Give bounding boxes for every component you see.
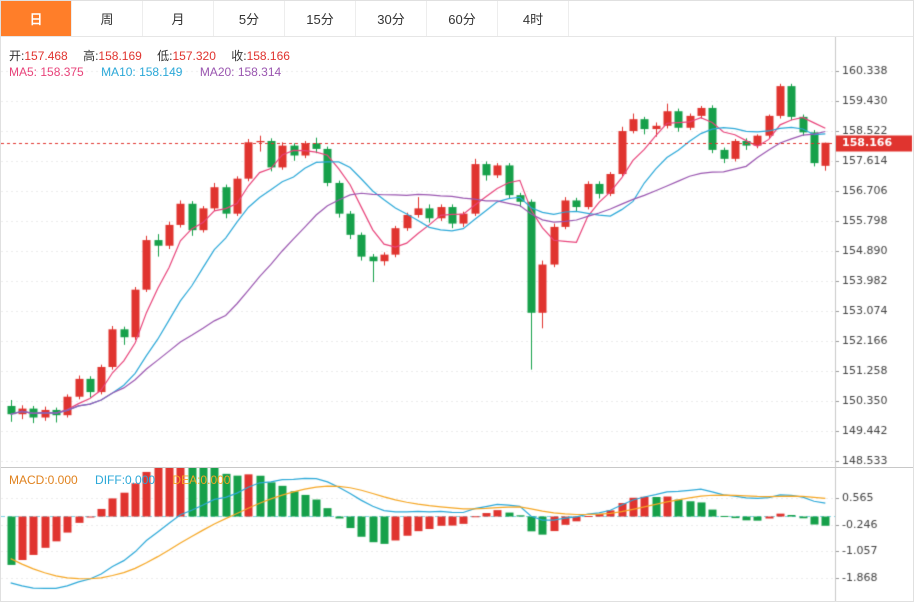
high-label: 高: bbox=[83, 49, 99, 63]
close-value: 158.166 bbox=[246, 49, 290, 63]
low-value: 157.320 bbox=[172, 49, 216, 63]
tab-4hour[interactable]: 4时 bbox=[498, 1, 569, 36]
ohlc-readout: 开:157.468 高:158.169 低:157.320 收:158.166 bbox=[9, 47, 302, 64]
main-price-chart[interactable] bbox=[1, 37, 913, 467]
tab-month[interactable]: 月 bbox=[143, 1, 214, 36]
panel-divider bbox=[1, 467, 913, 468]
ma10-readout: MA10: 158.149 bbox=[101, 65, 183, 79]
tab-5min[interactable]: 5分 bbox=[214, 1, 285, 36]
interval-tabbar: 日周月 5分 15分 30分 60分 4时 bbox=[1, 1, 913, 37]
macd-value: MACD:0.000 bbox=[9, 473, 78, 487]
tab-week[interactable]: 周 bbox=[72, 1, 143, 36]
ma20-readout: MA20: 158.314 bbox=[199, 65, 282, 79]
ma5-readout: MA5: 158.375 bbox=[9, 65, 84, 79]
tab-15min[interactable]: 15分 bbox=[285, 1, 356, 36]
tab-60min[interactable]: 60分 bbox=[427, 1, 498, 36]
tab-day[interactable]: 日 bbox=[1, 1, 72, 36]
tab-30min[interactable]: 30分 bbox=[356, 1, 427, 36]
macd-chart[interactable] bbox=[1, 468, 913, 601]
macd-readout: MACD:0.000 DIFF:0.000 DEA:0.000 bbox=[9, 473, 244, 487]
open-label: 开: bbox=[9, 49, 25, 63]
close-label: 收: bbox=[231, 49, 247, 63]
low-label: 低: bbox=[157, 49, 173, 63]
open-value: 157.468 bbox=[24, 49, 68, 63]
high-value: 158.169 bbox=[98, 49, 142, 63]
ma-readout: MA5: 158.375 MA10: 158.149 MA20: 158.314 bbox=[9, 65, 295, 79]
dea-value: DEA:0.000 bbox=[172, 473, 231, 487]
diff-value: DIFF:0.000 bbox=[95, 473, 156, 487]
